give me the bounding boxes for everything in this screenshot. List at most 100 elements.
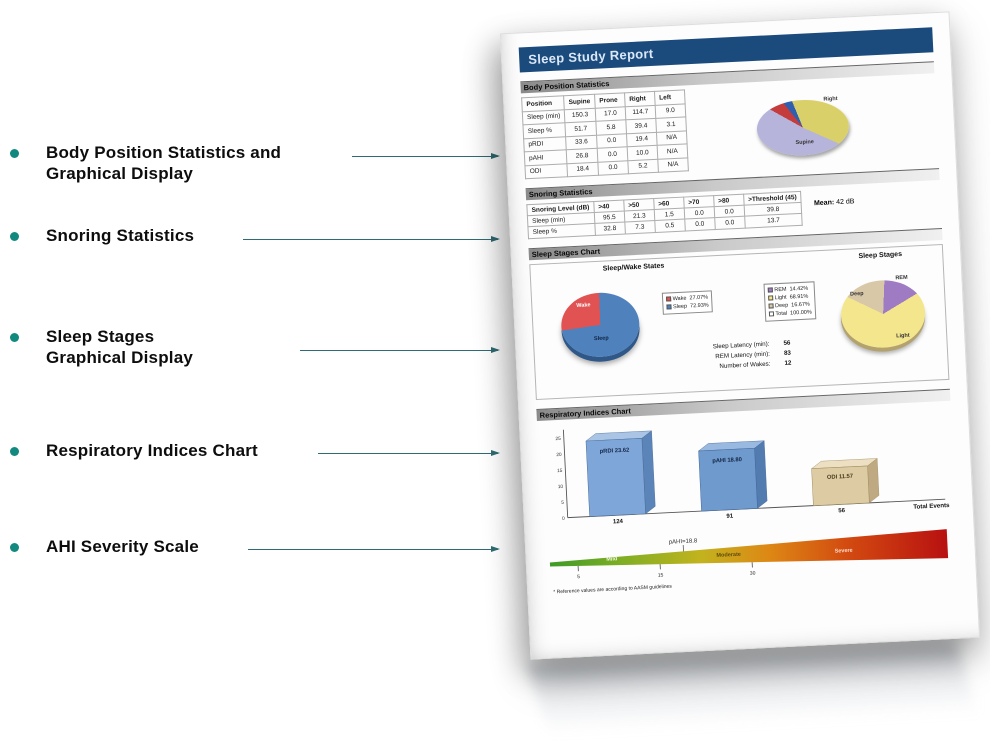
callout-label-line1: Sleep Stages — [46, 327, 155, 346]
callout-label-line1: Respiratory Indices Chart — [46, 441, 258, 460]
y-axis — [562, 429, 569, 518]
callout-severity: AHI Severity Scale — [46, 536, 199, 557]
callout-label-line1: AHI Severity Scale — [46, 537, 199, 556]
bar-label: ODI 11.57 — [827, 473, 853, 480]
pie-slice-label: Supine — [795, 139, 815, 147]
scale-tick-label: 15 — [658, 572, 664, 578]
ahi-severity-scale: pAHI=18.8 Mild Moderate Severe 5 15 30 *… — [549, 528, 949, 595]
sleep-stages-pie-chart — [839, 279, 927, 348]
x-axis-label: Total Events — [913, 502, 950, 511]
annotation-arrow-snoring — [243, 235, 500, 242]
cell: 0.0 — [714, 216, 746, 230]
legend-value: 100.00% — [789, 309, 812, 317]
bullet-dot-severity — [10, 543, 19, 552]
bar-prdi — [585, 437, 646, 517]
bullet-dot-sleep-stages — [10, 333, 19, 342]
zone-label-severe: Severe — [834, 547, 852, 554]
latency-label: Number of Wakes: — [719, 360, 771, 370]
legend-swatch — [767, 287, 773, 293]
cell: 0.0 — [684, 217, 716, 231]
bar-pahi — [698, 447, 758, 511]
snoring-mean: Mean: 42 dB — [814, 198, 855, 207]
y-tick-label: 15 — [557, 467, 563, 473]
legend-value: 72.93% — [689, 302, 709, 309]
latency-stats: Sleep Latency (min): 56 REM Latency (min… — [662, 338, 792, 374]
mean-value: 42 dB — [836, 198, 855, 207]
wake-sleep-legend: Wake 27.07% Sleep 72.93% — [661, 289, 714, 315]
scale-tick-label: 30 — [750, 570, 756, 576]
bar-count: 124 — [613, 518, 624, 525]
y-tick-label: 5 — [561, 499, 564, 505]
cell: 32.8 — [594, 222, 626, 236]
latency-value: 12 — [784, 359, 792, 367]
annotation-arrow-sleep-stages — [300, 346, 500, 353]
annotation-arrow-respiratory — [318, 449, 500, 456]
callout-label-line1: Snoring Statistics — [46, 226, 195, 245]
cell: 18.4 — [567, 161, 599, 177]
callout-snoring: Snoring Statistics — [46, 225, 194, 246]
legend-entry: Total 100.00% — [768, 308, 812, 318]
cell: 13.7 — [744, 213, 803, 228]
body-position-table: Position Supine Prone Right Left Sleep (… — [521, 89, 689, 179]
annotation-arrow-body-position — [352, 152, 500, 159]
pie-slice-label: REM — [895, 274, 908, 281]
pie-slice-label: Right — [823, 95, 838, 103]
callout-label-line2: Graphical Display — [46, 348, 194, 367]
legend-label: Total — [775, 310, 788, 317]
bar-label: pRDI 23.62 — [600, 447, 630, 454]
cell: 7.3 — [624, 220, 656, 234]
callout-label-line2: Graphical Display — [46, 164, 194, 183]
bar-label: pAHI 18.80 — [712, 457, 742, 464]
cell: 5.2 — [627, 158, 659, 174]
y-tick-label: 10 — [558, 483, 564, 489]
pie-slice-label: Sleep — [593, 334, 609, 342]
y-tick-label: 25 — [555, 435, 561, 441]
pie-slice-label: Wake — [576, 301, 591, 309]
bullet-dot-respiratory — [10, 447, 19, 456]
respiratory-bar-chart: 0 5 10 15 20 25 pRDI 23.62 124 pAHI 18.8… — [555, 429, 950, 525]
legend-entry: Sleep 72.93% — [666, 301, 709, 311]
cell: 0.0 — [597, 160, 629, 176]
bullet-dot-body-position — [10, 149, 19, 158]
y-tick-label: 20 — [556, 451, 562, 457]
legend-swatch — [666, 304, 672, 310]
bullet-dot-snoring — [10, 232, 19, 241]
callout-label-line1: Body Position Statistics and — [46, 143, 282, 162]
body-position-pie-wrap: Right Supine — [685, 73, 939, 171]
sleep-stages-chart-title: Sleep Stages — [858, 250, 903, 260]
bar-odi — [811, 465, 870, 506]
y-tick-label: 0 — [562, 515, 565, 521]
pie-slice-label: Deep — [849, 290, 864, 298]
wake-sleep-chart-title: Sleep/Wake States — [602, 262, 665, 273]
callout-sleep-stages: Sleep Stages Graphical Display — [46, 326, 193, 368]
report-title: Sleep Study Report — [527, 45, 654, 68]
legend-swatch — [768, 311, 774, 317]
callout-body-position: Body Position Statistics and Graphical D… — [46, 142, 281, 184]
mean-label: Mean: — [813, 199, 835, 208]
legend-swatch — [768, 303, 774, 309]
pie-slice-label: Light — [896, 332, 910, 339]
sleep-stages-legend: REM 14.42% Light 68.91% Deep 16.67% Tota… — [763, 280, 817, 322]
legend-swatch — [768, 295, 773, 301]
legend-swatch — [666, 296, 671, 302]
page-reflection — [526, 643, 984, 748]
row-label: Sleep % — [527, 223, 596, 239]
sleep-stages-section: Sleep/Wake States Sleep Stages Wake Slee… — [529, 243, 950, 400]
wake-sleep-pie-chart — [559, 290, 641, 359]
zone-label-moderate: Moderate — [716, 551, 741, 558]
reference-note: * Reference values are according to AASM… — [553, 583, 672, 595]
body-position-pie-chart — [747, 93, 859, 163]
legend-label: Sleep — [672, 303, 688, 310]
cell: 0.5 — [654, 219, 686, 233]
bar-count: 56 — [838, 508, 846, 514]
bar-count: 91 — [726, 513, 734, 519]
annotation-arrow-severity — [248, 545, 500, 552]
row-label: ODI — [524, 163, 568, 179]
callout-respiratory: Respiratory Indices Chart — [46, 440, 258, 461]
cell: N/A — [657, 157, 689, 173]
severity-wedge — [549, 528, 949, 567]
pahi-marker-label: pAHI=18.8 — [669, 538, 698, 545]
scale-tick-label: 5 — [577, 574, 580, 580]
report-page: Sleep Study Report Body Position Statist… — [499, 11, 981, 660]
